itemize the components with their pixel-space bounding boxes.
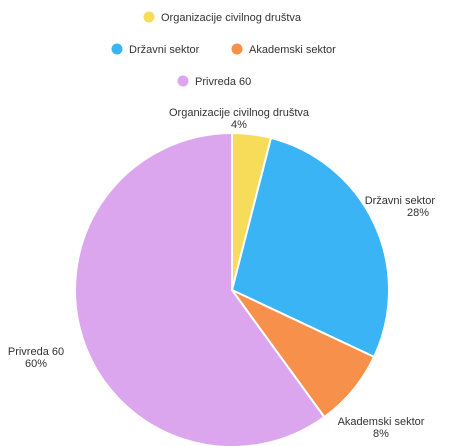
pie-slice-privreda-60[interactable] <box>74 131 326 446</box>
slice-name-label-drzavni-sektor: Državni sektor <box>365 195 436 207</box>
legend-item-akademski-sektor[interactable]: Akademski sektor <box>231 43 337 57</box>
legend-label-drzavni-sektor: Državni sektor <box>129 44 200 56</box>
legend-marker-drzavni-sektor <box>111 43 123 55</box>
legend-item-organizacije-civilnog-drustva[interactable]: Organizacije civilnog društva <box>143 11 302 25</box>
legend-item-drzavni-sektor[interactable]: Državni sektor <box>111 43 200 57</box>
legend-label-privreda-60: Privreda 60 <box>195 76 251 88</box>
slice-name-label-akademski-sektor: Akademski sektor <box>338 416 425 428</box>
pie-slice-drzavni-sektor[interactable] <box>230 136 390 359</box>
legend-marker-akademski-sektor <box>231 43 243 55</box>
legend-marker-organizacije-civilnog-drustva <box>143 11 155 23</box>
slice-name-label-organizacije-civilnog-drustva: Organizacije civilnog društva <box>169 107 310 119</box>
legend: Organizacije civilnog društva Državni sek… <box>111 11 337 89</box>
legend-item-privreda-60[interactable]: Privreda 60 <box>177 75 252 89</box>
pie-slices <box>74 131 390 446</box>
slice-value-label-privreda-60: 60% <box>25 358 47 370</box>
legend-marker-privreda-60 <box>177 75 189 87</box>
slice-value-label-drzavni-sektor: 28% <box>407 207 429 219</box>
slice-value-label-organizacije-civilnog-drustva: 4% <box>231 119 247 131</box>
legend-label-akademski-sektor: Akademski sektor <box>249 44 336 56</box>
slice-value-label-akademski-sektor: 8% <box>373 428 389 440</box>
legend-label-organizacije-civilnog-drustva: Organizacije civilnog društva <box>161 12 302 24</box>
slice-name-label-privreda-60: Privreda 60 <box>8 346 64 358</box>
